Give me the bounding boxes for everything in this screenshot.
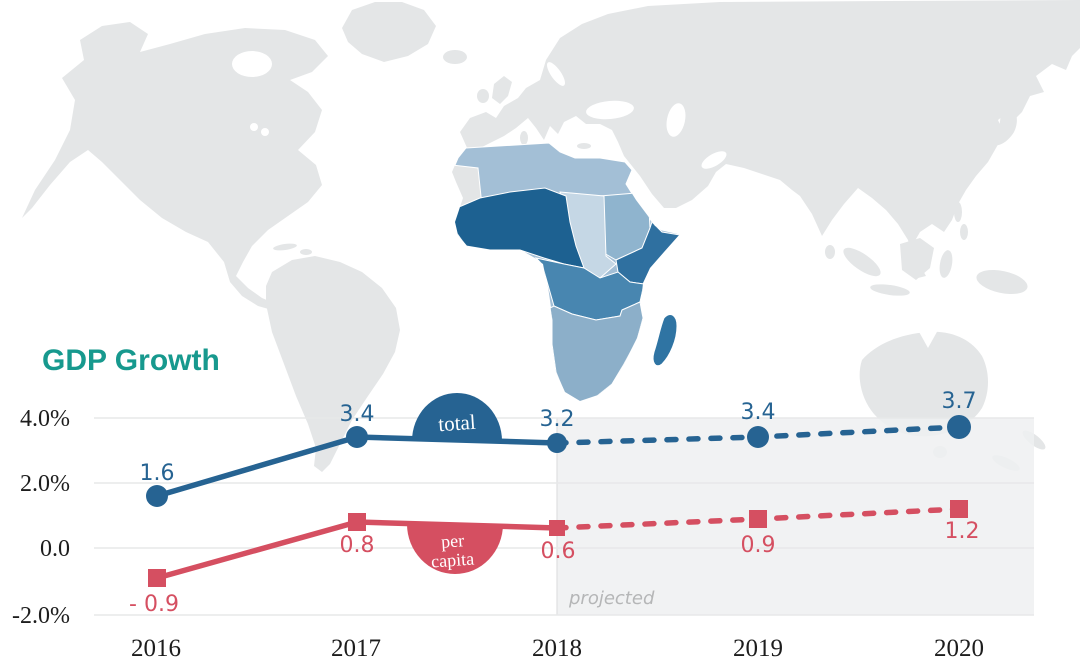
map-hokkaido — [1009, 87, 1019, 97]
total-value-2016: 1.6 — [140, 461, 175, 486]
map-sri-lanka — [825, 245, 835, 259]
map-australia — [859, 331, 988, 437]
map-java — [870, 284, 910, 296]
persian-gulf — [701, 151, 727, 169]
map-sardinia — [520, 131, 528, 145]
total-badge-label: total — [437, 410, 476, 437]
map-ireland — [477, 89, 489, 103]
per-capita-badge-label-2: capita — [430, 549, 474, 572]
total-marker-2020 — [947, 415, 971, 439]
map-iceland — [443, 50, 467, 64]
map-eurasia — [460, 0, 1080, 278]
map-britain — [492, 76, 512, 104]
total-badge — [412, 393, 502, 441]
map-sulawesi — [939, 250, 953, 278]
world-map — [22, 0, 1080, 472]
map-hispaniola — [300, 249, 312, 255]
map-philippines-south — [960, 224, 968, 240]
map-crete — [577, 143, 591, 149]
map-philippines — [954, 202, 962, 222]
ytick-2pct: 2.0% — [20, 471, 70, 497]
xtick-2020: 2020 — [934, 635, 984, 662]
hudson-bay — [232, 51, 272, 77]
per-capita-value-2018: 0.6 — [541, 539, 576, 564]
ytick-0: 0.0 — [40, 536, 70, 562]
total-value-2018: 3.2 — [540, 407, 575, 432]
per-capita-marker-2018 — [549, 520, 565, 536]
map-cuba — [273, 243, 297, 251]
xtick-2018: 2018 — [532, 635, 582, 662]
per-capita-marker-2017 — [348, 513, 366, 531]
gulf-of-carpentaria — [918, 330, 938, 348]
map-sumatra — [843, 247, 881, 277]
per-capita-badge — [407, 524, 503, 574]
xtick-2016: 2016 — [131, 635, 181, 662]
per-capita-marker-2020 — [950, 500, 968, 518]
map-south-america — [266, 256, 400, 472]
total-marker-2016 — [146, 485, 168, 507]
per-capita-value-2016: - 0.9 — [129, 592, 179, 617]
map-new-guinea — [976, 269, 1028, 295]
total-value-2020: 3.7 — [942, 389, 977, 414]
total-marker-2017 — [346, 426, 368, 448]
map-north-america — [22, 22, 328, 310]
africa-madagascar — [652, 314, 678, 367]
ytick-neg2pct: -2.0% — [12, 603, 70, 629]
xtick-2019: 2019 — [733, 635, 783, 662]
total-marker-2019 — [747, 426, 769, 448]
per-capita-value-2017: 0.8 — [340, 533, 375, 558]
total-marker-2018 — [547, 433, 567, 453]
xtick-2017: 2017 — [331, 635, 381, 662]
per-capita-badge-label-1: per — [440, 530, 464, 552]
map-japan — [992, 100, 1017, 146]
per-capita-value-2019: 0.9 — [741, 533, 776, 558]
baltic-sea — [546, 62, 566, 86]
great-lake — [250, 123, 258, 131]
ytick-4pct: 4.0% — [20, 406, 70, 432]
per-capita-marker-2016 — [148, 569, 166, 587]
caspian-sea — [666, 103, 686, 137]
page-title: GDP Growth — [42, 344, 220, 377]
map-greenland — [342, 2, 436, 62]
per-capita-marker-2019 — [749, 510, 767, 528]
black-sea — [586, 100, 634, 120]
map-africa — [451, 142, 681, 402]
projected-label: projected — [568, 588, 655, 609]
total-value-2017: 3.4 — [340, 402, 375, 427]
per-capita-value-2020: 1.2 — [945, 519, 980, 544]
gdp-growth-chart: total per capita 1.6 3.4 3.2 3.4 3.7 - 0… — [12, 344, 1034, 662]
map-borneo — [900, 238, 934, 280]
total-value-2019: 3.4 — [741, 400, 776, 425]
great-lake — [261, 128, 269, 136]
